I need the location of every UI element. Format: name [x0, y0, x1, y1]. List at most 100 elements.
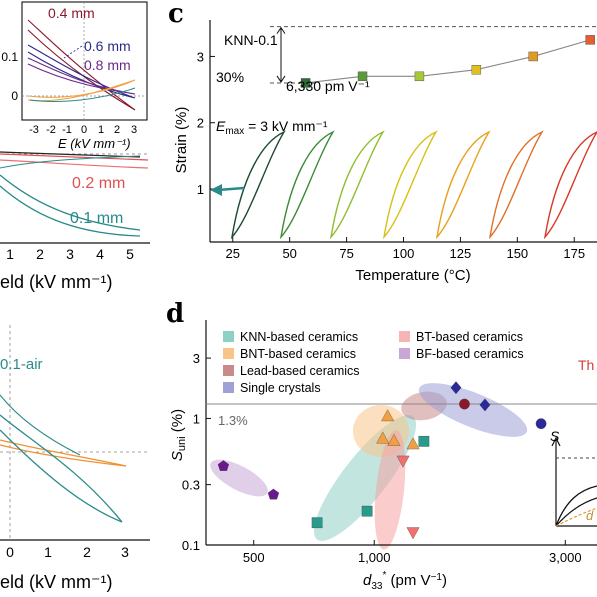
left-top-xtick: 3	[66, 246, 74, 262]
panel-c-point	[414, 71, 425, 82]
panel-c-bracket-arrow-down	[276, 75, 286, 83]
inset-xtick: -1	[62, 124, 72, 136]
panel-d-ytick-label: 0.3	[182, 478, 200, 493]
panel-d-point	[381, 409, 395, 422]
panel-d-point	[459, 398, 470, 410]
panel-c-axes: 25 50 75 100 125 150 175 1 2 3	[197, 20, 597, 261]
annotation-30pct: 30%	[216, 69, 244, 85]
left-top-inset: 0.4 mm 0.6 mm 0.8 mm 0.1 0 -3 -2 -1 0 1 …	[1, 1, 148, 151]
annotation-emax: Emax = 3 kV mm⁻¹	[216, 118, 328, 137]
left-bottom-panel: 0.1-air 0 1 2 3 eld (kV mm⁻¹)	[0, 325, 150, 592]
panel-d-point	[479, 398, 491, 412]
label-0-1-air: 0.1-air	[0, 356, 43, 373]
legend-knn: KNN-based ceramics	[240, 330, 358, 344]
ellipse-bt	[374, 430, 406, 550]
panel-d-point	[217, 460, 229, 471]
panel-d-point	[450, 381, 462, 395]
panel-d-ytick-label: 0.1	[182, 538, 200, 553]
left-top-xtick: 4	[96, 246, 104, 262]
panel-d-xtick-label: 1,000	[358, 550, 391, 565]
inset-xtick: 0	[81, 124, 87, 136]
inset-ytick: 0.1	[1, 50, 18, 64]
panel-c-ytick-label: 1	[197, 182, 204, 197]
panel-d-point	[535, 418, 547, 429]
legend-swatch-bf	[399, 348, 410, 359]
inset-ytick: 0	[11, 89, 18, 103]
panel-c-loop	[543, 131, 597, 240]
d-inset-curve-1	[555, 485, 597, 527]
inset-label-0-8mm: 0.8 mm	[84, 57, 131, 73]
panel-d-ylabel: Suni (%)	[169, 409, 188, 461]
panel-c-point	[300, 78, 311, 88]
panel-d-legend: KNN-based ceramics BNT-based ceramics Le…	[223, 330, 524, 395]
panel-d-point	[418, 435, 430, 447]
panel-d-ylabel-unit: (%)	[169, 409, 186, 437]
d-inset-curve-2	[555, 497, 597, 527]
inset-xtick: 2	[114, 124, 120, 136]
panel-c-xtick-label: 125	[450, 246, 472, 261]
left-bottom-xtick: 0	[6, 544, 14, 560]
inset-xtick: -2	[46, 124, 56, 136]
panel-c-loop	[382, 130, 438, 240]
panel-d-group-ellipses	[210, 383, 528, 550]
left-top-xtick: 2	[36, 246, 44, 262]
panel-c-annotations: 30% 6,330 pm V⁻¹ Emax = 3 kV mm⁻¹	[210, 69, 370, 196]
panel-d: d 500 1,000 3,000 0.1 0.3 1 3 KNN-based cerami…	[166, 299, 597, 592]
legend-lead: Lead-based ceramics	[240, 364, 360, 378]
panel-c-loop	[230, 130, 286, 240]
panel-c-xtick-label: 25	[226, 246, 240, 261]
left-bottom-xtick: 3	[121, 544, 129, 560]
legend-swatch-knn	[223, 331, 234, 342]
left-bottom-xtick: 2	[83, 544, 91, 560]
panel-d-ytick-label: 1	[193, 411, 200, 426]
legend-bt: BT-based ceramics	[416, 330, 523, 344]
panel-c-point	[528, 51, 538, 62]
panel-c-xtick-label: 50	[282, 246, 296, 261]
emax-value: = 3 kV mm⁻¹	[244, 118, 328, 134]
legend-swatch-lead	[223, 365, 234, 376]
d-inset-curve-label: d	[586, 508, 594, 523]
inset-label-0-6mm: 0.6 mm	[84, 38, 131, 54]
legend-swatch-bnt	[223, 348, 234, 359]
panel-c-xtick-label: 150	[506, 246, 528, 261]
inset-xtick: 3	[131, 124, 137, 136]
annotation-d33: 6,330 pm V⁻¹	[286, 78, 370, 94]
panel-c-title: KNN-0.1	[224, 32, 278, 48]
panel-c-loop	[279, 130, 335, 240]
panel-c-loop	[329, 130, 385, 240]
panel-d-point	[361, 505, 373, 517]
panel-c-series-line	[305, 39, 591, 84]
panel-d-letter: d	[166, 299, 184, 329]
left-bottom-xlabel: eld (kV mm⁻¹)	[0, 572, 113, 592]
panel-c-loop	[435, 130, 491, 240]
legend-bf: BF-based ceramics	[416, 347, 524, 361]
panel-c: c KNN-0.1 25 50 75 100 125 150 175 1 2 3 30% 6,33…	[168, 0, 597, 284]
panel-d-point	[406, 527, 420, 540]
panel-c-xtick-label: 75	[339, 246, 353, 261]
label-0-2mm: 0.2 mm	[72, 175, 125, 192]
panel-d-xtick-label: 3,000	[549, 550, 582, 565]
panel-c-ylabel: Strain (%)	[173, 107, 190, 174]
panel-d-point	[267, 488, 280, 500]
legend-swatch-single-crystal	[223, 382, 234, 393]
ellipse-bf	[210, 459, 268, 497]
panel-d-ytick-label: 3	[193, 351, 200, 366]
panel-c-plot: KNN-0.1 25 50 75 100 125 150 175 1 2 3 30% 6,330 …	[173, 20, 597, 284]
panel-d-points	[217, 381, 547, 540]
reference-line-label: 1.3%	[218, 413, 248, 428]
left-top-panel: 1 2 3 4 5 eld (kV mm⁻¹) 0.2 mm 0.1 mm 0.…	[0, 0, 150, 292]
emax-subscript: max	[225, 126, 244, 137]
left-top-xtick: 1	[6, 246, 14, 262]
panel-c-ytick-label: 2	[197, 116, 204, 131]
d-inset-y-arrow	[551, 436, 561, 447]
panel-c-point	[471, 65, 482, 75]
panel-c-loop	[488, 130, 544, 240]
panel-c-dashed-lines	[270, 26, 597, 84]
left-top-xlabel: eld (kV mm⁻¹)	[0, 272, 113, 292]
panel-c-bracket-arrow-up	[276, 26, 286, 34]
left-top-xticks: 1 2 3 4 5	[6, 246, 134, 262]
inset-label-0-4mm: 0.4 mm	[48, 5, 95, 21]
panel-c-xlabel: Temperature (°C)	[355, 267, 470, 284]
panel-c-series	[300, 35, 595, 88]
